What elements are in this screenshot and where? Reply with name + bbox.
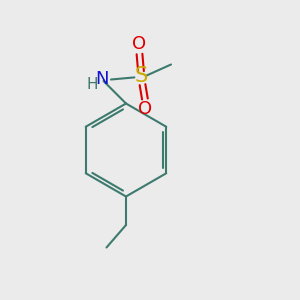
Text: O: O <box>138 100 153 118</box>
Text: O: O <box>132 35 147 53</box>
Text: N: N <box>95 70 109 88</box>
Text: H: H <box>86 77 98 92</box>
Text: S: S <box>134 67 148 86</box>
